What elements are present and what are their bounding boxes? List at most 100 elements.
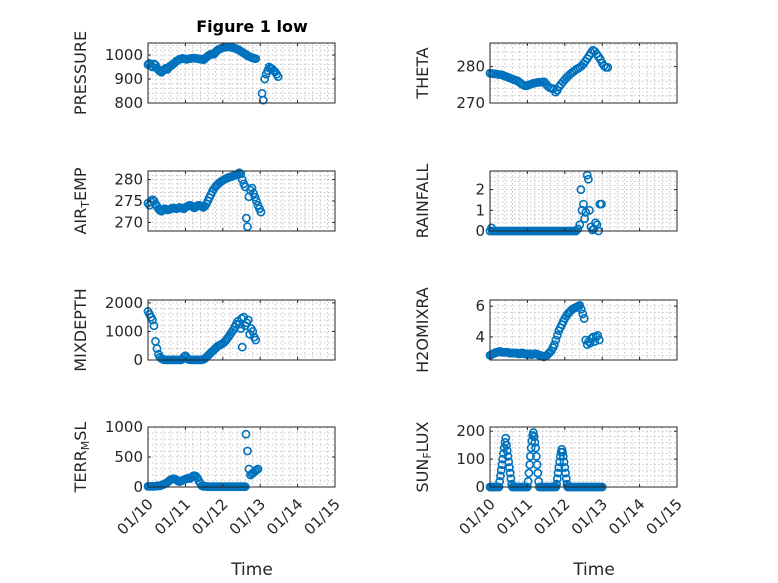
figure-title: Figure 1 low	[196, 17, 308, 36]
data-point	[559, 457, 569, 467]
subplot-pressure: 800 900 1000 PRESSURE	[71, 31, 336, 115]
data-point	[236, 169, 246, 179]
data-point	[502, 446, 512, 456]
x-tick-label: 01/12	[188, 495, 231, 538]
x-tick-label: 01/10	[114, 495, 157, 538]
data-point	[531, 451, 541, 461]
y-tick-label: 2	[475, 181, 485, 199]
data-point	[234, 168, 244, 178]
y-tick-label: 900	[114, 70, 143, 88]
x-tick-label: 01/11	[493, 495, 536, 538]
data-point	[496, 471, 505, 481]
data-point	[149, 321, 159, 331]
axes-frame	[147, 42, 336, 104]
data-point	[554, 463, 564, 472]
data-point	[505, 463, 514, 472]
y-tick-label: 270	[114, 213, 143, 231]
y-tick-label: 500	[114, 448, 143, 466]
subplot-rainfall: 0 1 2 RAINFALL	[413, 164, 678, 240]
data-point	[580, 214, 590, 223]
series-air-temp	[143, 168, 266, 232]
x-tick-label: 01/10	[456, 495, 499, 538]
data-point	[243, 315, 253, 325]
data-point	[260, 74, 270, 84]
data-point	[561, 468, 570, 478]
data-point	[248, 327, 258, 336]
data-point	[579, 314, 589, 323]
y-tick-label: 1	[475, 201, 485, 219]
data-point	[597, 199, 606, 209]
y-axis-label: RAINFALL	[413, 164, 432, 239]
data-point	[576, 185, 586, 195]
data-point	[575, 220, 585, 230]
data-point	[148, 315, 157, 325]
x-tick-label: 01/14	[605, 495, 648, 538]
y-axis-label: THETA	[413, 47, 432, 99]
data-point	[532, 460, 542, 470]
data-point	[251, 335, 261, 345]
data-point	[576, 304, 586, 314]
data-point	[528, 428, 538, 437]
data-point	[496, 465, 506, 475]
data-point	[523, 477, 533, 486]
data-point	[243, 222, 252, 232]
data-point	[502, 440, 511, 450]
data-point	[603, 62, 613, 72]
data-point	[558, 451, 568, 461]
y-tick-label: 2000	[105, 294, 143, 312]
data-point	[252, 196, 261, 206]
data-point	[552, 330, 562, 340]
data-point	[531, 443, 541, 453]
series-theta	[485, 45, 613, 97]
axes-frame	[489, 42, 678, 104]
x-tick-label: 01/13	[568, 495, 611, 538]
data-point	[561, 474, 571, 484]
data-point	[525, 451, 535, 461]
subplot-air-temp: 270 275 280 AIRTEMP	[71, 167, 336, 235]
data-point	[251, 54, 261, 63]
y-axis-label: H2OMIXRA	[413, 287, 432, 373]
axes-frame	[147, 299, 336, 361]
data-point	[256, 207, 266, 217]
y-tick-label: 0	[475, 222, 485, 240]
data-point	[552, 479, 561, 489]
data-point	[529, 432, 539, 442]
x-tick-label: 01/11	[151, 495, 194, 538]
data-point	[573, 224, 583, 234]
x-tick-label: 01/15	[301, 495, 344, 538]
data-point	[558, 447, 567, 457]
y-axis-label: SUNFLUX	[413, 421, 434, 492]
data-point	[252, 465, 261, 475]
y-tick-label: 0	[475, 478, 485, 496]
y-axis-label: AIRTEMP	[71, 167, 92, 234]
data-point	[524, 468, 534, 478]
data-point	[247, 183, 257, 193]
axes-frame	[489, 170, 678, 232]
y-tick-label: 800	[114, 94, 143, 112]
data-point	[504, 457, 514, 467]
data-point	[549, 340, 559, 350]
y-tick-label: 275	[114, 192, 143, 210]
data-point	[552, 474, 562, 484]
data-point	[152, 344, 162, 353]
y-axis-label: MIXDEPTH	[71, 288, 90, 371]
x-tick-label: 01/15	[643, 495, 686, 538]
y-axis-label: PRESSURE	[71, 31, 90, 115]
subplot-mixdepth: 0 1000 2000 MIXDEPTH	[71, 288, 336, 372]
y-tick-label: 1000	[105, 322, 143, 340]
data-point	[551, 335, 561, 345]
data-point	[243, 446, 252, 456]
y-tick-label: 280	[456, 58, 485, 76]
y-tick-label: 0	[133, 351, 143, 369]
y-tick-label: 1000	[105, 418, 143, 436]
x-tick-label: 01/13	[226, 495, 269, 538]
axes-background	[489, 42, 678, 104]
y-tick-label: 270	[456, 94, 485, 112]
data-point	[582, 170, 592, 180]
data-point	[578, 309, 588, 319]
data-point	[593, 330, 603, 340]
data-point	[503, 451, 513, 461]
data-point	[530, 437, 540, 447]
